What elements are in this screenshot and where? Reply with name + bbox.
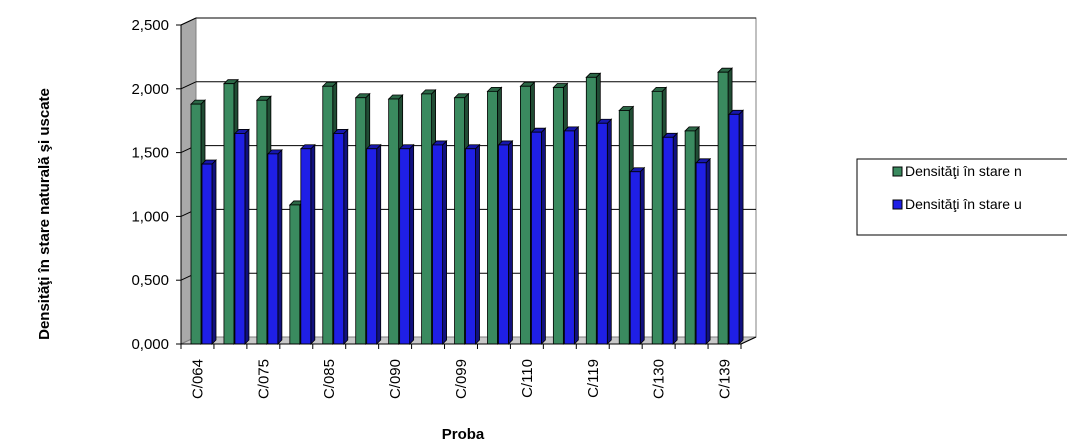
bar xyxy=(366,148,378,345)
x-tick-label: C/110 xyxy=(519,359,536,398)
axes xyxy=(176,24,757,349)
legend-frame xyxy=(856,158,1067,236)
x-tick-label: C/075 xyxy=(255,359,272,399)
y-axis-title: Densităţi în stare naturală şi uscate xyxy=(36,88,53,340)
bar-side xyxy=(573,125,579,345)
bar xyxy=(234,133,246,345)
bar xyxy=(498,144,509,345)
x-tick-label: C/090 xyxy=(387,359,404,399)
legend-label: Densităţi în stare u xyxy=(905,196,1022,212)
bar-side xyxy=(508,139,513,345)
y-tick-label: 1,500 xyxy=(131,145,169,162)
bar-side xyxy=(244,128,250,345)
bar xyxy=(256,99,268,345)
legend-swatch xyxy=(892,199,903,210)
bar xyxy=(585,76,597,345)
bar-side xyxy=(738,109,744,345)
bar xyxy=(531,131,542,345)
x-tick-label: C/139 xyxy=(717,359,734,399)
y-tick-label: 0,000 xyxy=(131,336,169,353)
bar-side xyxy=(606,118,612,345)
x-tick-label: C/119 xyxy=(585,359,602,398)
bar-side xyxy=(442,139,447,345)
bar xyxy=(563,130,575,345)
gridline-diagonal xyxy=(180,81,197,90)
gridline-diagonal xyxy=(180,17,197,26)
bar xyxy=(223,83,235,345)
bar xyxy=(552,87,564,345)
x-tick-label: C/085 xyxy=(321,359,338,399)
bars xyxy=(190,67,745,345)
bar xyxy=(355,97,367,345)
bar xyxy=(421,93,432,345)
x-tick-label: C/099 xyxy=(453,359,470,399)
bar xyxy=(432,144,443,345)
bar xyxy=(684,130,696,345)
bar xyxy=(618,110,630,345)
bar-side xyxy=(277,148,283,345)
bar xyxy=(322,85,334,345)
bar-side xyxy=(310,143,316,345)
x-tick-label: C/130 xyxy=(651,359,668,399)
bar-side xyxy=(475,143,480,345)
bar-side xyxy=(705,157,711,345)
bar-side xyxy=(376,143,382,345)
bar xyxy=(465,148,476,345)
legend-swatch xyxy=(892,166,903,177)
bar-side xyxy=(541,127,546,345)
bar-side xyxy=(639,166,645,345)
bar xyxy=(717,71,729,345)
bar xyxy=(728,113,740,345)
y-tick-label: 0,500 xyxy=(131,272,169,289)
bar xyxy=(289,204,301,345)
y-tick-labels: 0,000 0,500 1,000 1,500 2,000 2,500 xyxy=(131,17,169,353)
bar xyxy=(399,148,411,345)
legend: Densităţi în stare n Densităţi în stare u xyxy=(856,158,1067,236)
bar xyxy=(333,133,345,345)
bar-side xyxy=(343,128,349,345)
bar-side xyxy=(409,143,415,345)
bar xyxy=(596,122,608,345)
x-axis-title: Proba xyxy=(442,426,485,441)
y-tick-label: 2,500 xyxy=(131,17,169,34)
x-axis-depth xyxy=(740,336,757,345)
bar xyxy=(629,171,641,345)
bar xyxy=(662,136,674,345)
bar xyxy=(300,148,312,345)
bar xyxy=(487,90,498,345)
bar xyxy=(454,97,465,345)
legend-label: Densităţi în stare n xyxy=(905,163,1022,179)
bar-side xyxy=(211,159,217,345)
bar-side xyxy=(672,132,678,345)
bar xyxy=(190,103,202,345)
y-tick-label: 1,000 xyxy=(131,208,169,225)
bar xyxy=(201,163,213,345)
y-tick-label: 2,000 xyxy=(131,81,169,98)
bar xyxy=(388,98,400,345)
bar xyxy=(651,90,663,345)
x-tick-labels: C/064 C/075 C/085 C/090 C/099 C/110 C/119 C/130… xyxy=(189,359,733,399)
bar xyxy=(695,162,707,345)
bar xyxy=(267,153,279,345)
bar xyxy=(520,85,531,345)
x-tick-label: C/064 xyxy=(189,359,206,399)
